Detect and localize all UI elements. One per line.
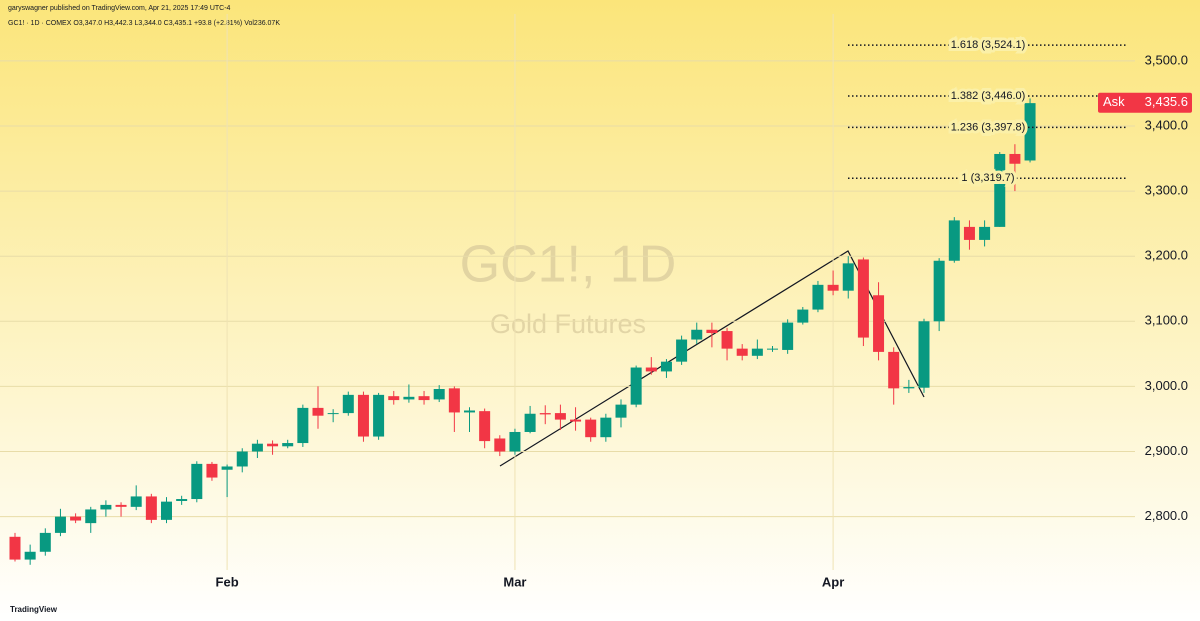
ask-badge xyxy=(1098,92,1192,113)
candle-body xyxy=(948,220,960,261)
candle-body xyxy=(706,329,718,334)
candle-body xyxy=(873,295,885,352)
candle-body xyxy=(645,367,657,372)
candle-body xyxy=(357,394,369,437)
candle-body xyxy=(736,348,748,356)
candle-body xyxy=(373,394,385,437)
candle-body xyxy=(721,331,733,349)
candle-body xyxy=(918,321,930,388)
candle-body xyxy=(691,329,703,340)
candle-body xyxy=(994,153,1006,227)
candle-body xyxy=(660,361,672,372)
candle-body xyxy=(585,419,597,438)
watermark-symbol: GC1!, 1D xyxy=(460,236,677,294)
candle-body xyxy=(539,413,551,415)
candle-body xyxy=(782,322,794,350)
candle-body xyxy=(327,413,339,415)
ohlc-legend: GC1! · 1D · COMEX O3,347.0 H3,442.3 L3,3… xyxy=(8,20,280,27)
candle-body xyxy=(312,407,324,416)
ask-name: Ask xyxy=(1103,94,1125,109)
x-tick-label: Feb xyxy=(216,574,239,589)
candle-body xyxy=(963,226,975,240)
candle-body xyxy=(342,394,354,414)
candle-body xyxy=(509,431,521,452)
candle-body xyxy=(297,407,309,444)
candle-body xyxy=(418,396,430,401)
candle-body xyxy=(206,463,218,478)
candle-body xyxy=(812,284,824,310)
x-tick-label: Mar xyxy=(503,574,526,589)
candle-body xyxy=(54,516,66,533)
footer-logo: TradingView xyxy=(10,605,58,614)
candle-body xyxy=(448,388,460,413)
y-tick-label: 3,300.0 xyxy=(1145,183,1188,198)
candle-body xyxy=(24,551,36,560)
candle-body xyxy=(464,410,475,413)
fib-label: 1.236 (3,397.8) xyxy=(951,121,1026,133)
candle-body xyxy=(221,466,233,470)
candle-body xyxy=(191,463,203,500)
candle-body xyxy=(570,419,582,422)
candle-body xyxy=(100,504,112,510)
fib-label: 1 (3,319.7) xyxy=(961,172,1014,184)
y-tick-label: 3,000.0 xyxy=(1145,378,1188,393)
candle-body xyxy=(767,348,778,350)
y-tick-label: 2,900.0 xyxy=(1145,443,1188,458)
publisher-line: garyswagner published on TradingView.com… xyxy=(8,5,231,12)
y-tick-label: 3,500.0 xyxy=(1145,52,1188,67)
candle-body xyxy=(827,284,839,291)
trend-drawing xyxy=(499,250,925,467)
candle-body xyxy=(857,259,869,338)
candle-body xyxy=(842,263,854,291)
candle-body xyxy=(70,516,82,521)
candle-body xyxy=(1024,103,1036,161)
candle-body xyxy=(888,351,900,389)
candle-body xyxy=(9,536,21,560)
y-tick-label: 3,400.0 xyxy=(1145,117,1188,132)
candle-body xyxy=(267,443,279,447)
candle-body xyxy=(282,443,294,447)
ask-price: 3,435.6 xyxy=(1145,94,1188,109)
candle-body xyxy=(600,417,612,438)
candle-body xyxy=(797,309,809,323)
candle-body xyxy=(479,411,491,442)
candle-body xyxy=(979,226,991,240)
candle-body xyxy=(1009,153,1021,164)
candle-body xyxy=(388,396,400,401)
candle-body xyxy=(630,367,642,405)
fib-label: 1.382 (3,446.0) xyxy=(951,90,1026,102)
candle-body xyxy=(433,389,445,400)
y-tick-label: 3,100.0 xyxy=(1145,313,1188,328)
candle-body xyxy=(39,532,51,552)
candle-body xyxy=(130,496,142,507)
candle-body xyxy=(236,451,248,467)
candle-body xyxy=(161,501,172,520)
candle-body xyxy=(176,499,188,501)
candle-body xyxy=(615,404,627,418)
y-tick-label: 3,200.0 xyxy=(1145,248,1188,263)
candle-body xyxy=(933,260,945,322)
plot: 2,800.0 2,900.0 3,000.0 3,100.0 3,200.0 3,300… xyxy=(0,14,1192,589)
candle-body xyxy=(251,443,263,452)
candle-body xyxy=(903,387,915,389)
candle-body xyxy=(524,413,536,432)
candle-body xyxy=(751,348,763,356)
candle-body xyxy=(85,509,97,524)
fib-label: 1.618 (3,524.1) xyxy=(951,39,1026,51)
watermark-name: Gold Futures xyxy=(490,309,646,339)
candle-body xyxy=(115,504,127,507)
x-tick-label: Apr xyxy=(822,574,844,589)
candle-body xyxy=(554,413,566,420)
candle-body xyxy=(145,496,157,520)
candle-body xyxy=(494,438,506,452)
candle-body xyxy=(676,339,688,362)
candle-body xyxy=(403,396,415,400)
y-tick-label: 2,800.0 xyxy=(1145,508,1188,523)
